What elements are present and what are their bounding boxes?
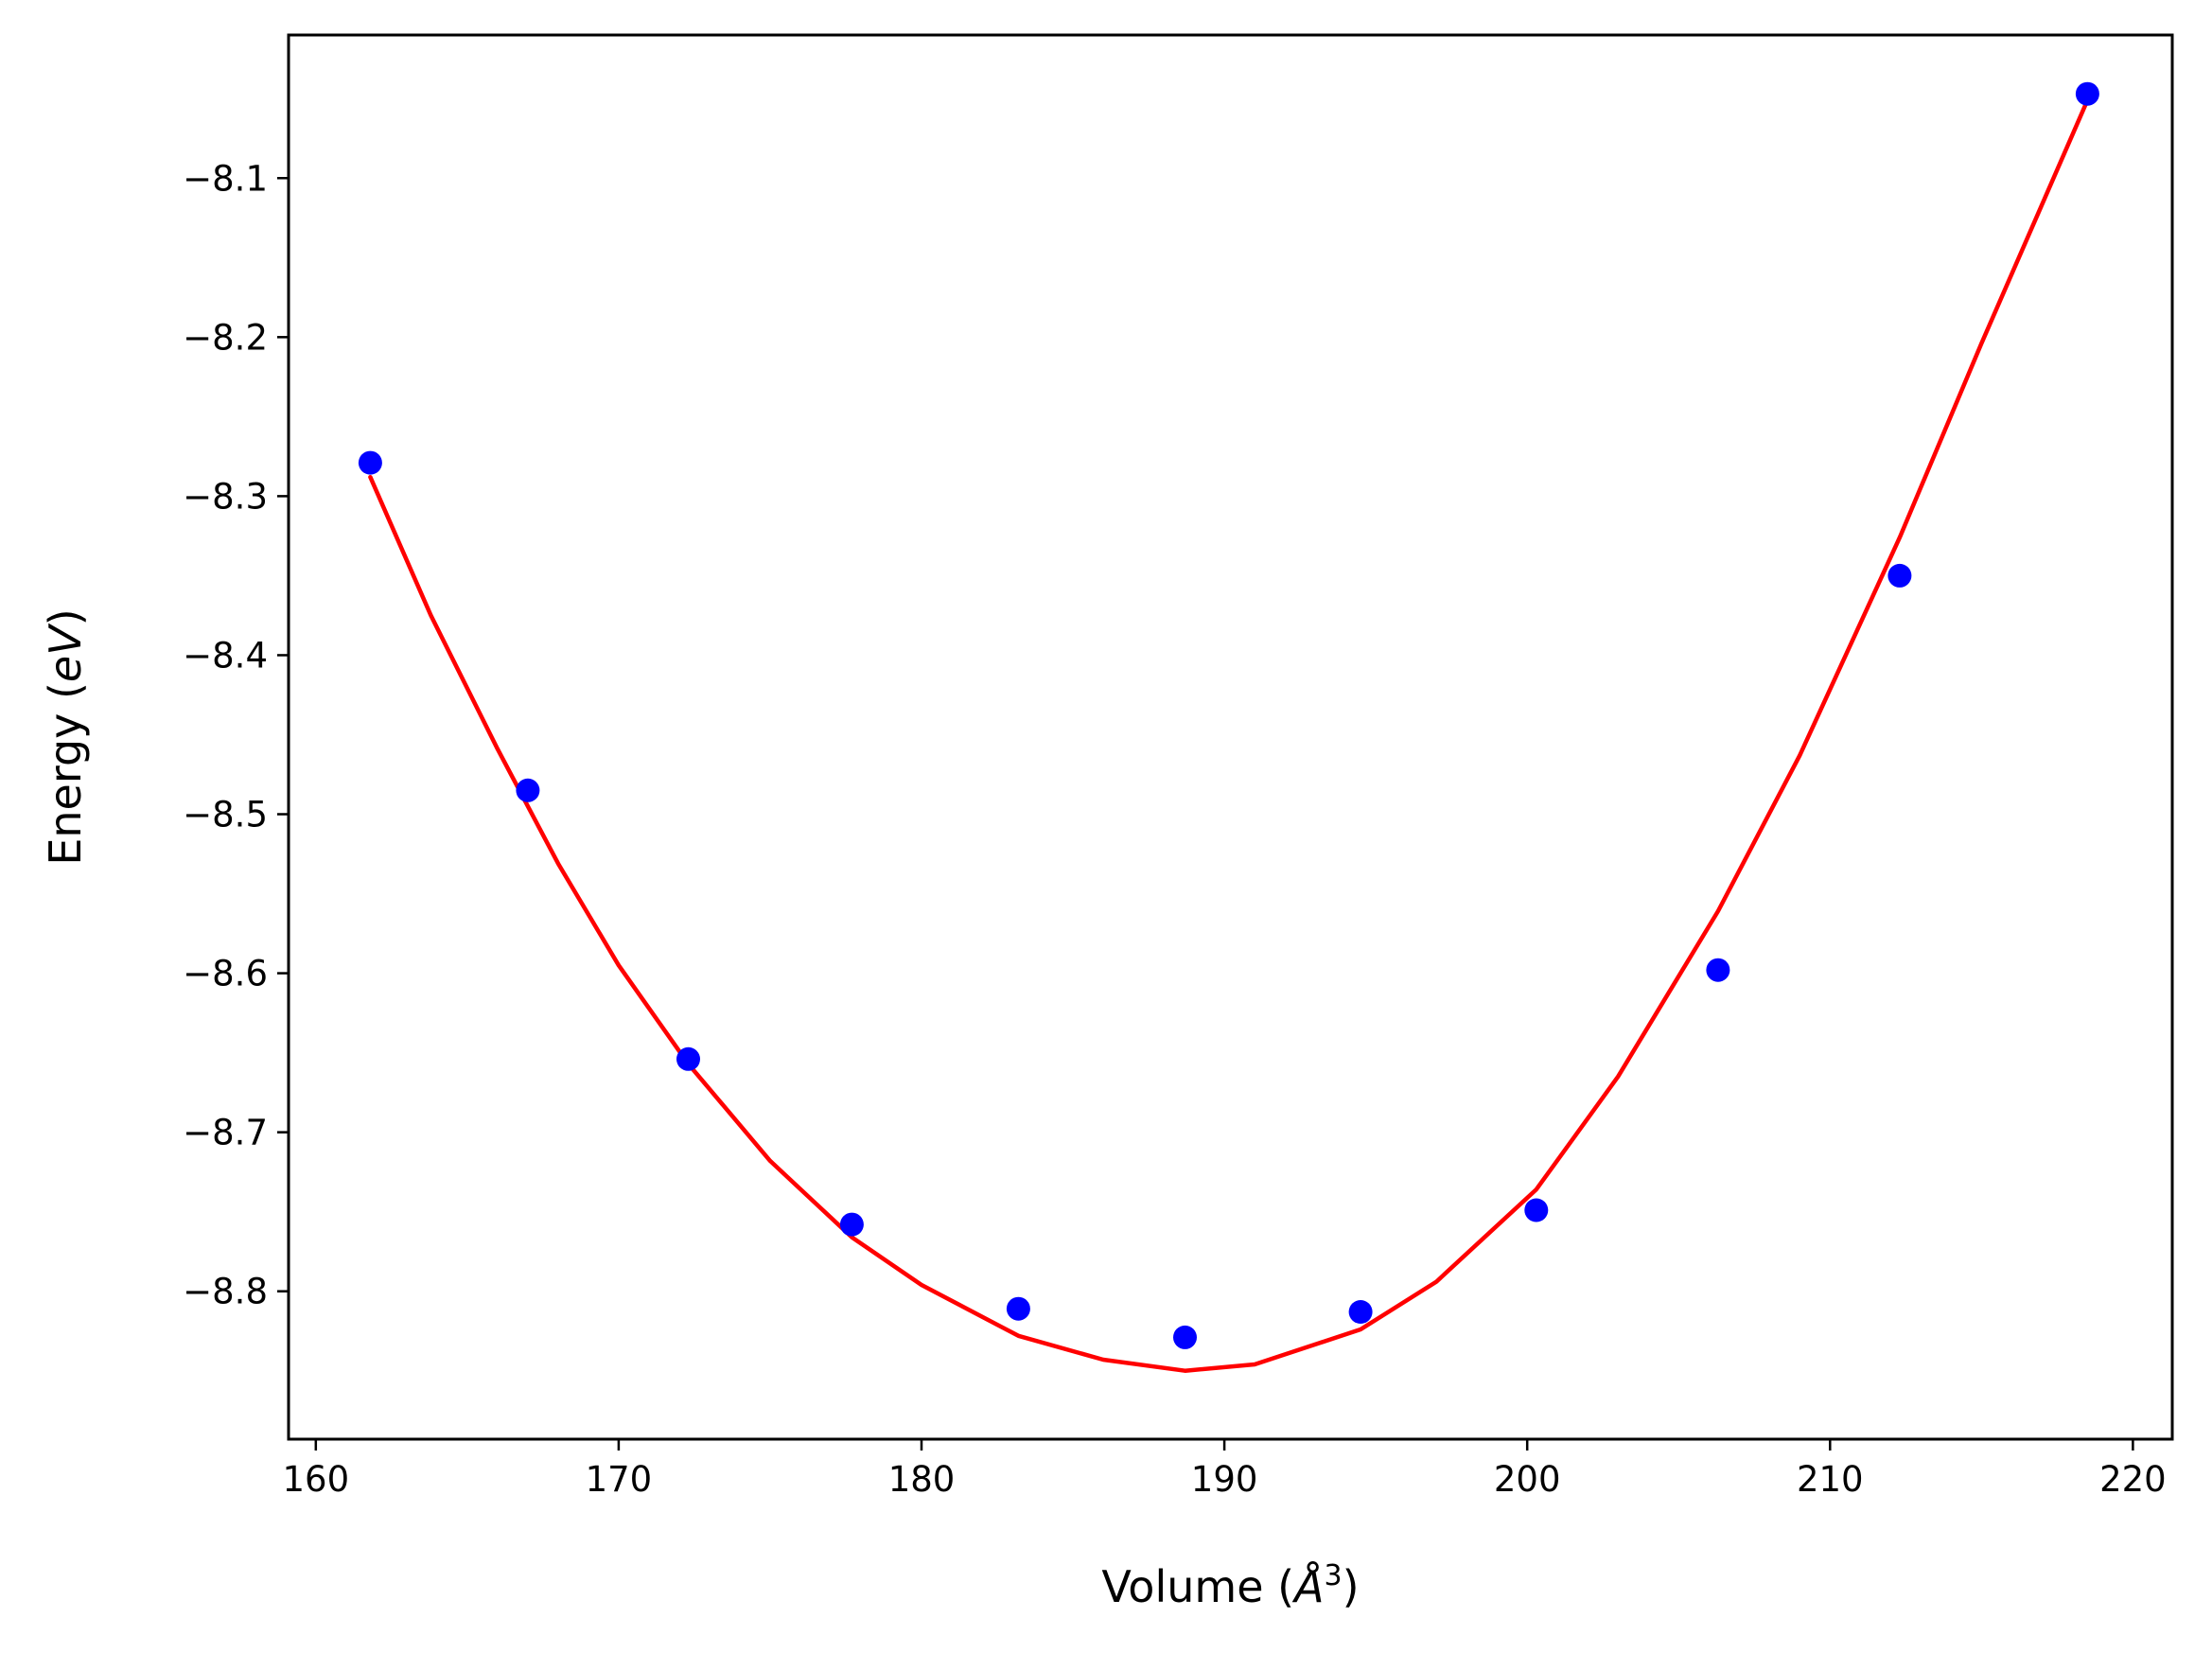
data-point <box>516 778 540 802</box>
x-axis-ticks: 160 170 180 190 200 210 220 <box>282 1439 2167 1500</box>
y-axis-label-suffix: ) <box>40 608 91 625</box>
data-point <box>676 1046 700 1071</box>
y-tick-label: −8.7 <box>183 1113 268 1153</box>
data-point <box>839 1212 864 1237</box>
data-point <box>1348 1300 1373 1324</box>
data-point <box>1887 563 1912 588</box>
x-tick-label: 160 <box>282 1459 349 1500</box>
y-tick-label: −8.5 <box>183 795 268 835</box>
y-axis-label-unit: eV <box>40 623 91 682</box>
y-axis-label-prefix: Energy ( <box>40 682 91 866</box>
x-tick-label: 180 <box>888 1459 956 1500</box>
y-tick-label: −8.2 <box>183 317 268 358</box>
data-point <box>1006 1296 1030 1321</box>
data-point <box>1524 1198 1549 1222</box>
x-tick-label: 210 <box>1797 1459 1864 1500</box>
x-tick-label: 190 <box>1191 1459 1258 1500</box>
y-tick-label: −8.1 <box>183 158 268 199</box>
data-point <box>2075 81 2099 106</box>
x-tick-label: 200 <box>1494 1459 1561 1500</box>
x-axis-label-suffix: ) <box>1343 1561 1360 1612</box>
data-point <box>358 450 382 475</box>
y-tick-label: −8.6 <box>183 954 268 994</box>
x-axis-label-unit: Å <box>1291 1561 1324 1612</box>
y-tick-label: −8.3 <box>183 476 268 517</box>
x-axis-label-power: 3 <box>1325 1559 1343 1592</box>
y-tick-label: −8.4 <box>183 635 268 676</box>
y-tick-label: −8.8 <box>183 1272 268 1312</box>
x-tick-label: 220 <box>2099 1459 2167 1500</box>
x-tick-label: 170 <box>586 1459 653 1500</box>
fit-curve <box>368 97 2090 1373</box>
data-point <box>1173 1325 1197 1349</box>
plot-area <box>358 81 2099 1373</box>
y-axis-label: Energy (eV) <box>40 608 91 865</box>
x-axis-label-prefix: Volume ( <box>1101 1561 1294 1612</box>
axes-frame <box>287 33 2174 1441</box>
x-axis-label: Volume (Å3) <box>1101 1559 1359 1612</box>
data-point <box>1706 958 1730 982</box>
y-axis-ticks: −8.8 −8.7 −8.6 −8.5 −8.4 −8.3 −8.2 −8.1 <box>183 158 289 1312</box>
